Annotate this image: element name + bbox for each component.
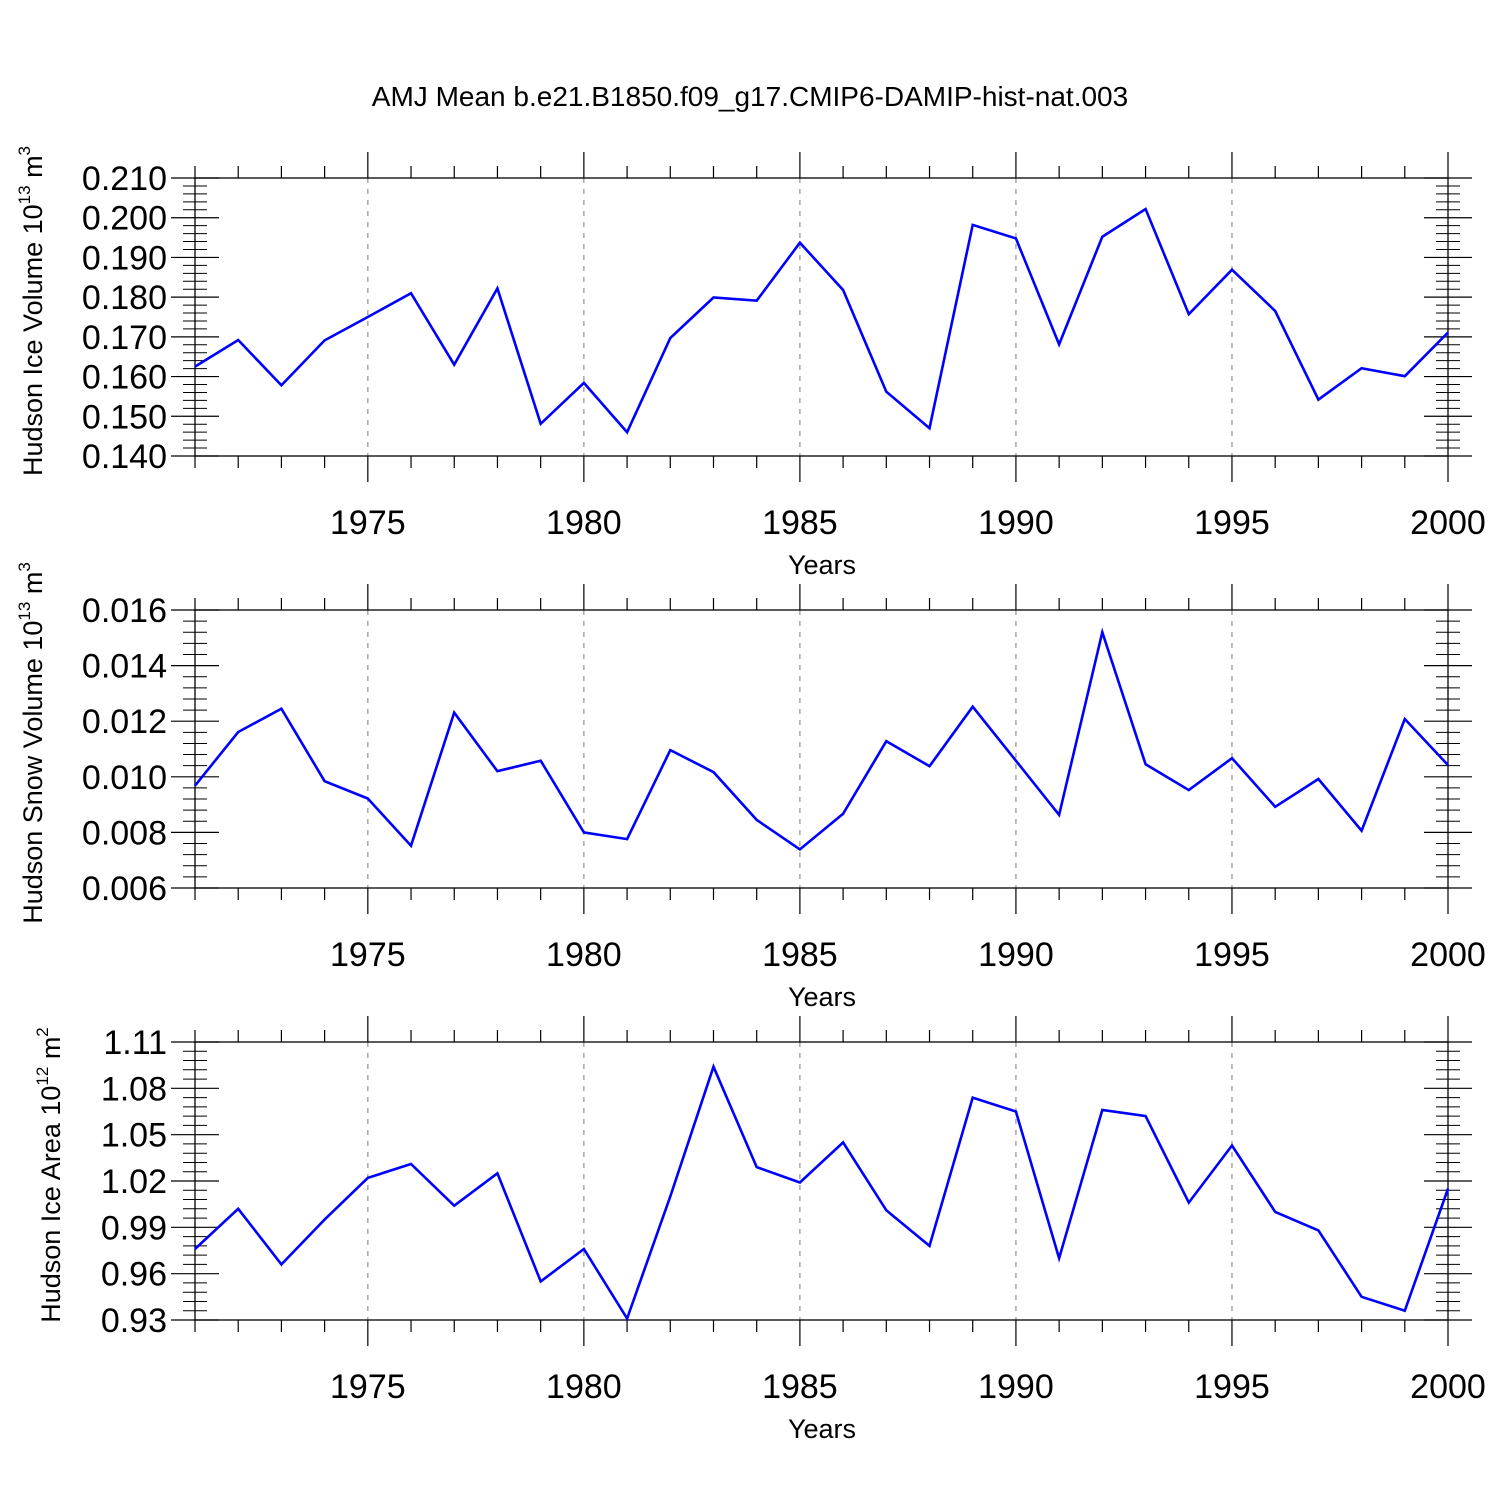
x-tick-label: 1975 xyxy=(330,504,406,542)
y-tick-label: 0.140 xyxy=(82,438,167,476)
y-tick-label: 0.210 xyxy=(82,160,167,198)
series-line xyxy=(193,627,1449,852)
x-tick-label: 2000 xyxy=(1410,504,1486,542)
y-axis-title: Hudson Ice Area 1012 m2 xyxy=(33,1027,66,1323)
x-tick-label: 1995 xyxy=(1194,1368,1270,1406)
y-tick-label: 1.08 xyxy=(101,1070,167,1108)
y-tick-label: 0.006 xyxy=(82,870,167,908)
y-axis-title-part: m xyxy=(36,1037,66,1067)
y-axis-title: Hudson Ice Volume 1013 m3 xyxy=(15,146,48,476)
x-axis-title: Years xyxy=(788,1414,856,1444)
y-tick-label: 0.150 xyxy=(82,398,167,436)
y-axis-title-part: Hudson Ice Volume 10 xyxy=(18,204,48,476)
x-tick-label: 1980 xyxy=(546,936,622,974)
y-tick-label: 0.190 xyxy=(82,239,167,277)
x-tick-label: 1980 xyxy=(546,1368,622,1406)
y-tick-label: 0.93 xyxy=(101,1302,167,1340)
y-axis-title-exponent: 12 xyxy=(33,1067,52,1086)
y-axis-title-exponent: 13 xyxy=(15,602,34,621)
y-axis-title-exponent: 3 xyxy=(15,562,34,571)
x-tick-label: 1990 xyxy=(978,504,1054,542)
y-tick-label: 0.016 xyxy=(82,592,167,630)
x-tick-label: 1980 xyxy=(546,504,622,542)
chart-panel-3: 0.93 0.96 0.99 1.02 1.05 1.08 1.11 1975 1980 1985… xyxy=(33,1016,1486,1444)
x-tick-label: 2000 xyxy=(1410,936,1486,974)
series-line xyxy=(194,1063,1450,1322)
x-tick-label: 1975 xyxy=(330,936,406,974)
y-tick-label: 1.02 xyxy=(101,1163,167,1201)
plot-frame xyxy=(194,609,1449,889)
y-axis-title-exponent: 13 xyxy=(15,185,34,204)
y-tick-label: 0.99 xyxy=(101,1209,167,1247)
series-line xyxy=(194,207,1449,435)
y-tick-label: 0.010 xyxy=(82,759,167,797)
y-tick-label: 1.05 xyxy=(101,1117,167,1155)
x-axis-title: Years xyxy=(788,550,856,580)
y-axis-title-part: Hudson Snow Volume 10 xyxy=(18,621,48,924)
y-tick-label: 0.008 xyxy=(82,814,167,852)
x-tick-label: 1995 xyxy=(1194,936,1270,974)
y-tick-label: 0.012 xyxy=(82,703,167,741)
y-axis-title-part: m xyxy=(18,155,48,185)
x-tick-label: 1975 xyxy=(330,1368,406,1406)
y-axis-title-exponent: 3 xyxy=(15,146,34,155)
y-axis-title: Hudson Snow Volume 1013 m3 xyxy=(15,562,48,924)
y-tick-label: 0.96 xyxy=(101,1256,167,1294)
x-tick-label: 1985 xyxy=(762,936,838,974)
y-tick-label: 0.180 xyxy=(82,279,167,317)
plot-frame xyxy=(194,177,1449,457)
y-axis-title-exponent: 2 xyxy=(33,1027,52,1036)
y-tick-label: 1.11 xyxy=(103,1024,167,1062)
x-tick-label: 2000 xyxy=(1410,1368,1486,1406)
y-axis-title-part: Hudson Ice Area 10 xyxy=(36,1086,66,1323)
x-tick-label: 1990 xyxy=(978,1368,1054,1406)
y-axis-title-part: m xyxy=(18,572,48,602)
chart-panel-1: 0.1400.1500.1600.1700.1800.1900.2000.210… xyxy=(15,146,1486,580)
chart-panel-2: 0.006 0.008 0.010 0.012 0.014 0.016 1975 1980 19… xyxy=(15,562,1486,1012)
x-axis-title: Years xyxy=(788,982,856,1012)
x-tick-label: 1990 xyxy=(978,936,1054,974)
x-tick-label: 1985 xyxy=(762,1368,838,1406)
y-tick-label: 0.200 xyxy=(82,200,167,238)
y-tick-label: 0.160 xyxy=(82,359,167,397)
x-tick-label: 1985 xyxy=(762,504,838,542)
panels: 0.1400.1500.1600.1700.1800.1900.2000.210… xyxy=(15,146,1486,1444)
figure-title: AMJ Mean b.e21.B1850.f09_g17.CMIP6-DAMIP… xyxy=(372,81,1128,112)
x-tick-label: 1995 xyxy=(1194,504,1270,542)
y-tick-label: 0.170 xyxy=(82,319,167,357)
y-tick-label: 0.014 xyxy=(82,648,167,686)
